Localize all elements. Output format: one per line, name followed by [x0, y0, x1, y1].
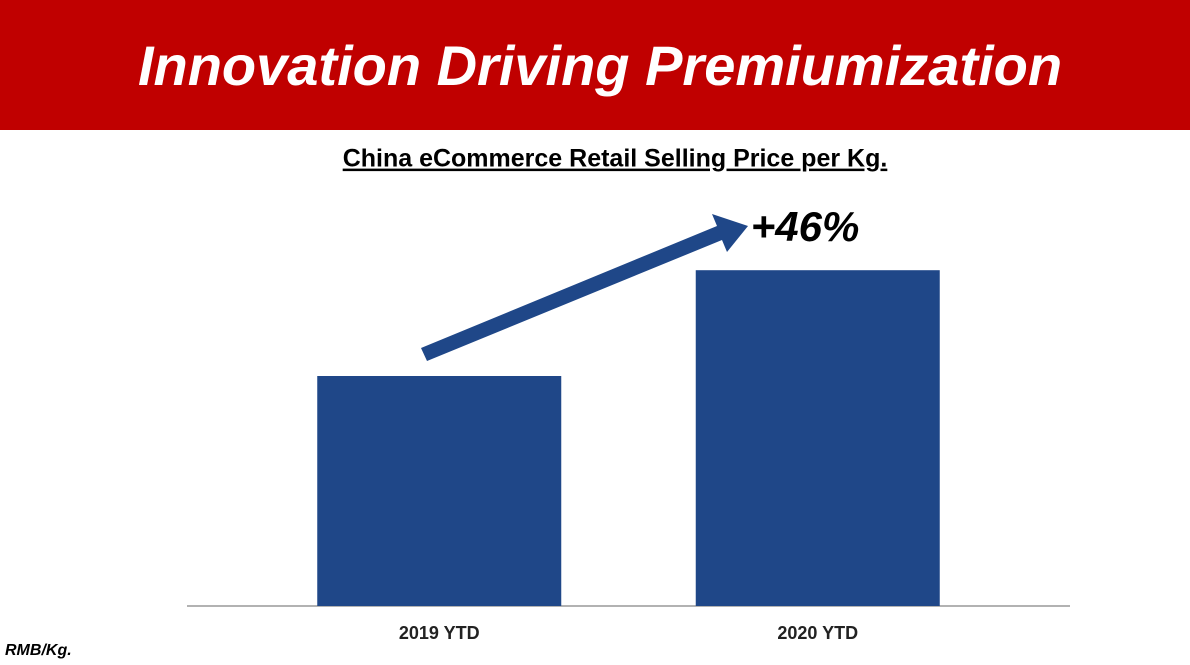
- header-band: [0, 0, 1190, 130]
- bar: [695, 270, 940, 606]
- bar: [317, 376, 562, 606]
- slide-title: Innovation Driving Premiumization: [138, 34, 1062, 97]
- x-tick-label: 2019 YTD: [399, 623, 480, 643]
- unit-note: RMB/Kg.: [5, 642, 72, 659]
- growth-annotation: +46%: [751, 203, 860, 250]
- chart-title: China eCommerce Retail Selling Price per…: [343, 145, 888, 173]
- growth-arrow: [421, 214, 748, 361]
- x-tick-label: 2020 YTD: [777, 623, 858, 643]
